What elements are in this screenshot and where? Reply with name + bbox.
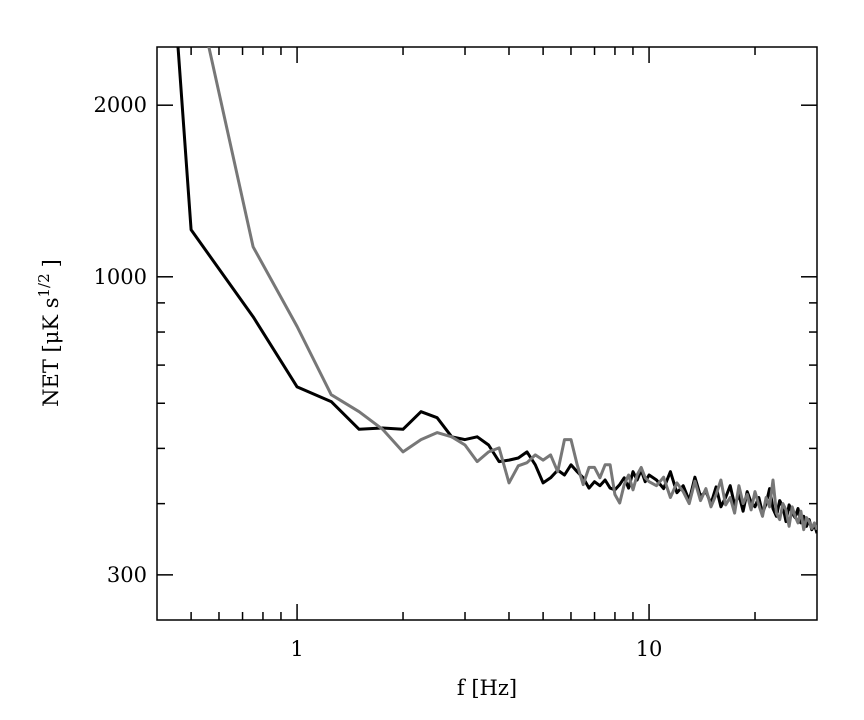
- data-line: [207, 47, 817, 532]
- lines: [176, 47, 817, 534]
- y-label-main: NET [μK s: [39, 297, 63, 406]
- x-axis-label: f [Hz]: [457, 676, 517, 700]
- y-label-sup: 1/2: [35, 273, 53, 297]
- y-tick-label: 300: [107, 563, 147, 587]
- y-label-end: ]: [39, 259, 63, 267]
- data-line: [176, 47, 817, 534]
- x-tick-label: 1: [290, 637, 303, 661]
- plot-frame: [156, 46, 818, 621]
- y-tick-label: 1000: [94, 265, 147, 289]
- y-axis-label: NET [μK s1/2]: [35, 259, 63, 407]
- y-tick-label: 2000: [94, 93, 147, 117]
- x-tick-label: 10: [636, 637, 663, 661]
